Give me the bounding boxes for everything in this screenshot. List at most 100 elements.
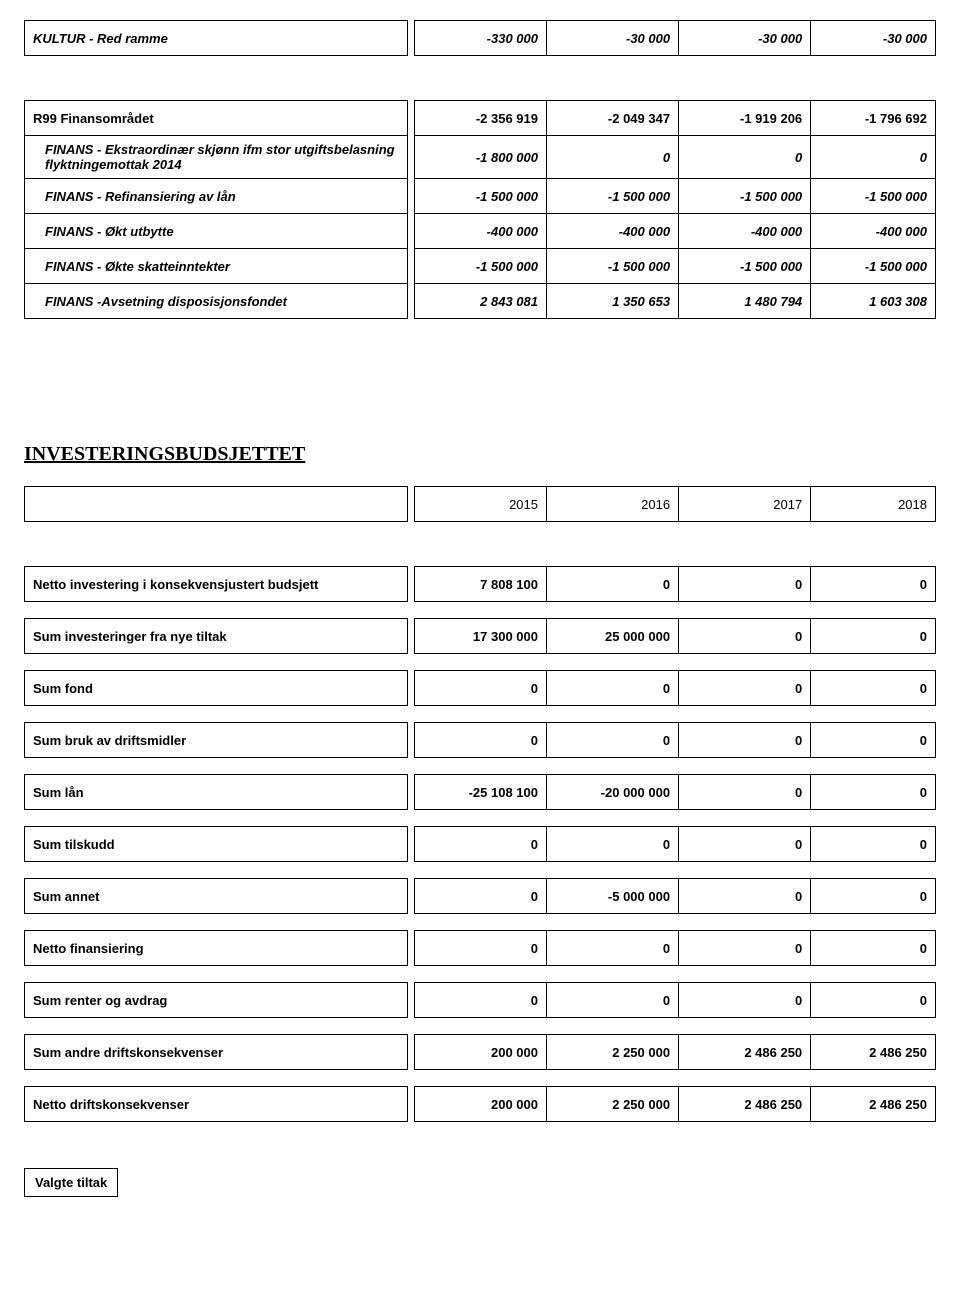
column-separator bbox=[407, 249, 414, 284]
row-value: 0 bbox=[679, 136, 811, 179]
row-value: 0 bbox=[546, 567, 678, 602]
row-value: 0 bbox=[679, 671, 811, 706]
column-separator bbox=[407, 723, 414, 758]
column-separator bbox=[407, 487, 414, 522]
row-value: 0 bbox=[679, 775, 811, 810]
row-value: -330 000 bbox=[414, 21, 546, 56]
row-label: Sum fond bbox=[25, 671, 408, 706]
row-label: FINANS - Økte skatteinntekter bbox=[25, 249, 408, 284]
row-label: FINANS - Refinansiering av lån bbox=[25, 179, 408, 214]
table-row-block: Sum investeringer fra nye tiltak17 300 0… bbox=[24, 618, 936, 654]
row-value: 0 bbox=[679, 567, 811, 602]
column-separator bbox=[407, 21, 414, 56]
row-value: 2 486 250 bbox=[811, 1035, 936, 1070]
row-value: -2 049 347 bbox=[546, 101, 678, 136]
row-label: Netto finansiering bbox=[25, 931, 408, 966]
table-row-block: Sum andre driftskonsekvenser200 0002 250… bbox=[24, 1034, 936, 1070]
year-header: 2015 bbox=[414, 487, 546, 522]
row-label: Sum andre driftskonsekvenser bbox=[25, 1035, 408, 1070]
column-separator bbox=[407, 775, 414, 810]
row-value: 0 bbox=[414, 827, 546, 862]
row-value: 1 350 653 bbox=[546, 284, 678, 319]
footer-label: Valgte tiltak bbox=[24, 1168, 118, 1197]
row-value: 0 bbox=[811, 931, 936, 966]
table-row: Sum renter og avdrag0000 bbox=[25, 983, 936, 1018]
table-row-block: Sum fond0000 bbox=[24, 670, 936, 706]
table-row: FINANS - Ekstraordinær skjønn ifm stor u… bbox=[25, 136, 936, 179]
column-separator bbox=[407, 567, 414, 602]
row-value: 0 bbox=[546, 931, 678, 966]
row-value: 0 bbox=[679, 931, 811, 966]
row-value: 0 bbox=[414, 723, 546, 758]
row-value: 0 bbox=[679, 619, 811, 654]
row-value: 0 bbox=[546, 136, 678, 179]
table-row: Sum investeringer fra nye tiltak17 300 0… bbox=[25, 619, 936, 654]
row-value: 0 bbox=[811, 567, 936, 602]
row-value: 2 486 250 bbox=[679, 1087, 811, 1122]
row-value: -1 500 000 bbox=[546, 179, 678, 214]
table-row-block: Sum annet0-5 000 00000 bbox=[24, 878, 936, 914]
row-value: 1 603 308 bbox=[811, 284, 936, 319]
table-row: Sum fond0000 bbox=[25, 671, 936, 706]
row-value: -1 500 000 bbox=[414, 179, 546, 214]
row-value: 0 bbox=[811, 983, 936, 1018]
row-label: FINANS -Avsetning disposisjonsfondet bbox=[25, 284, 408, 319]
table-row-block: Sum lån-25 108 100-20 000 00000 bbox=[24, 774, 936, 810]
table-row: Sum tilskudd0000 bbox=[25, 827, 936, 862]
row-value: -400 000 bbox=[811, 214, 936, 249]
row-value: -1 500 000 bbox=[811, 179, 936, 214]
row-value: 0 bbox=[811, 723, 936, 758]
kultur-table: KULTUR - Red ramme -330 000 -30 000 -30 … bbox=[24, 20, 936, 56]
row-label: Sum annet bbox=[25, 879, 408, 914]
row-label: KULTUR - Red ramme bbox=[25, 21, 408, 56]
row-value: -5 000 000 bbox=[546, 879, 678, 914]
row-value: 200 000 bbox=[414, 1087, 546, 1122]
table-row-block: Sum bruk av driftsmidler0000 bbox=[24, 722, 936, 758]
years-header-table: 2015 2016 2017 2018 bbox=[24, 486, 936, 522]
row-value: -400 000 bbox=[546, 214, 678, 249]
table-row-block: Sum renter og avdrag0000 bbox=[24, 982, 936, 1018]
row-value: 0 bbox=[679, 879, 811, 914]
row-value: 0 bbox=[546, 983, 678, 1018]
row-value: 0 bbox=[546, 723, 678, 758]
table-row: FINANS - Refinansiering av lån -1 500 00… bbox=[25, 179, 936, 214]
row-value: -1 500 000 bbox=[414, 249, 546, 284]
row-value: 7 808 100 bbox=[414, 567, 546, 602]
row-value: 25 000 000 bbox=[546, 619, 678, 654]
column-separator bbox=[407, 1087, 414, 1122]
investering-tables: Netto investering i konsekvensjustert bu… bbox=[24, 566, 936, 1122]
row-value: 200 000 bbox=[414, 1035, 546, 1070]
row-label: Sum bruk av driftsmidler bbox=[25, 723, 408, 758]
table-row: Netto investering i konsekvensjustert bu… bbox=[25, 567, 936, 602]
row-value: -400 000 bbox=[414, 214, 546, 249]
row-value: -1 796 692 bbox=[811, 101, 936, 136]
row-label: Sum tilskudd bbox=[25, 827, 408, 862]
row-value: 2 486 250 bbox=[811, 1087, 936, 1122]
column-separator bbox=[407, 879, 414, 914]
table-row-block: Netto finansiering0000 bbox=[24, 930, 936, 966]
row-value: 17 300 000 bbox=[414, 619, 546, 654]
year-header: 2017 bbox=[679, 487, 811, 522]
table-row: FINANS - Økt utbytte -400 000 -400 000 -… bbox=[25, 214, 936, 249]
table-row: Sum annet0-5 000 00000 bbox=[25, 879, 936, 914]
table-row: R99 Finansområdet -2 356 919 -2 049 347 … bbox=[25, 101, 936, 136]
row-label: FINANS - Ekstraordinær skjønn ifm stor u… bbox=[25, 136, 408, 179]
table-row: 2015 2016 2017 2018 bbox=[25, 487, 936, 522]
row-value: -2 356 919 bbox=[414, 101, 546, 136]
row-value: 0 bbox=[811, 775, 936, 810]
column-separator bbox=[407, 671, 414, 706]
row-value: 0 bbox=[414, 879, 546, 914]
column-separator bbox=[407, 179, 414, 214]
finans-table: R99 Finansområdet -2 356 919 -2 049 347 … bbox=[24, 100, 936, 319]
row-value: 0 bbox=[546, 827, 678, 862]
row-value: 0 bbox=[414, 931, 546, 966]
row-value: -30 000 bbox=[679, 21, 811, 56]
row-value: 0 bbox=[811, 879, 936, 914]
row-value: 0 bbox=[811, 619, 936, 654]
row-value: 2 843 081 bbox=[414, 284, 546, 319]
row-value: 0 bbox=[679, 827, 811, 862]
year-header: 2018 bbox=[811, 487, 936, 522]
row-value: 0 bbox=[546, 671, 678, 706]
table-row: Sum bruk av driftsmidler0000 bbox=[25, 723, 936, 758]
column-separator bbox=[407, 136, 414, 179]
